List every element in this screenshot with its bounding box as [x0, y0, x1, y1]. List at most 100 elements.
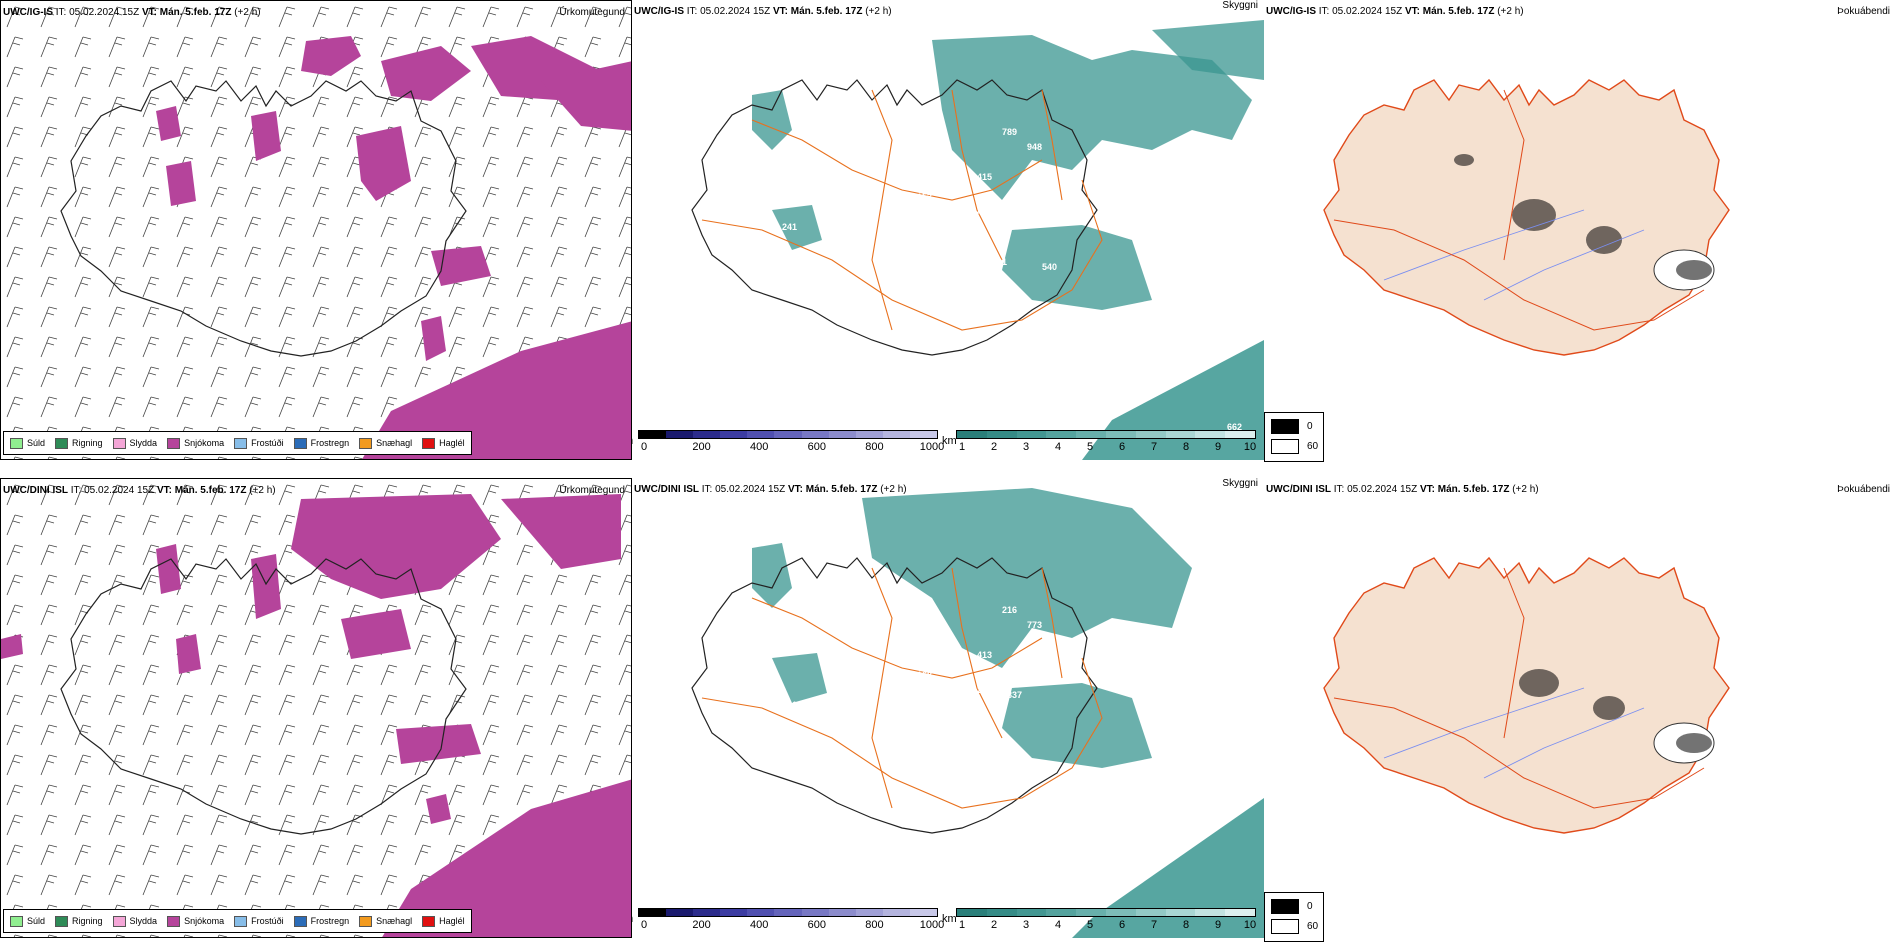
- legend-item: Slydda: [112, 437, 157, 449]
- legend-swatch: [234, 437, 248, 449]
- colorbar-swatch: [828, 431, 856, 438]
- vt-label: VT:: [1419, 484, 1435, 495]
- colorbar-tick-label: 4: [1054, 919, 1062, 931]
- colorbar-tick-label: 6: [1118, 441, 1126, 453]
- elevation-label: 38: [1007, 212, 1017, 222]
- fog-swatch-bottom: [1271, 439, 1299, 454]
- model-name: UWC/DINI ISL: [1266, 484, 1331, 495]
- panel-title: Skyggni: [1222, 478, 1258, 489]
- legend-swatch: [234, 915, 248, 927]
- legend-label: Frostúði: [251, 438, 284, 448]
- legend-swatch: [10, 915, 23, 927]
- vt-value: Mán. 5.feb. 17Z: [1437, 484, 1510, 495]
- it-value: 05.02.2024 15Z: [1332, 6, 1403, 17]
- colorbar-swatch: [1016, 431, 1047, 438]
- colorbar-tick-label: 200: [692, 441, 711, 453]
- fog-panel-row2: UWC/DINI ISL IT: 05.02.2024 15Z VT: Mán.…: [1264, 478, 1896, 938]
- legend-label: Frostregn: [310, 438, 350, 448]
- colorbar-tick-label: 800: [865, 919, 884, 931]
- colorbar-tick-label: 8: [1182, 441, 1190, 453]
- elevation-label: 540: [1042, 262, 1057, 272]
- lead-time: (+2 h): [880, 484, 907, 495]
- colorbar-tick-label: 600: [807, 441, 826, 453]
- legend-swatch: [55, 437, 69, 449]
- fog-swatch-top: [1271, 899, 1299, 914]
- colorbar-swatch: [1076, 431, 1106, 438]
- visibility-colorbar: 1 2 3 4 5 6 7 8 9 10 km: [942, 430, 1256, 454]
- model-name: UWC/IG-IS: [3, 7, 53, 18]
- elevation-label: 789: [1002, 127, 1017, 137]
- legend-item: Súld: [10, 915, 45, 927]
- fog-panel-row1: UWC/IG-IS IT: 05.02.2024 15Z VT: Mán. 5.…: [1264, 0, 1896, 460]
- colorbar-swatch: [693, 431, 721, 438]
- elevation-label: 202: [902, 237, 917, 247]
- visibility-colorbar: 1 2 3 4 5 6 7 8 9 10 km: [942, 908, 1256, 932]
- colorbar-swatch: [774, 431, 802, 438]
- panel-header: UWC/IG-IS IT: 05.02.2024 15Z VT: Mán. 5.…: [3, 7, 627, 21]
- colorbar-swatch: [747, 909, 775, 916]
- precip-type-legend: Súld Rigning Slydda Snjókoma Frostúði Frostre…: [3, 431, 472, 455]
- colorbar-swatch: [1165, 431, 1196, 438]
- colorbar-unit: km: [942, 435, 957, 447]
- colorbar-tick-label: 3: [1022, 919, 1030, 931]
- legend-item: Slydda: [112, 915, 157, 927]
- legend-label: Snjókoma: [184, 438, 225, 448]
- legend-label: Haglél: [439, 438, 465, 448]
- colorbar-swatch: [882, 909, 910, 916]
- snow-areas: [156, 36, 631, 459]
- it-value: 05.02.2024 15Z: [84, 485, 155, 496]
- colorbar-tick-label: 3: [1022, 441, 1030, 453]
- colorbar-swatch: [909, 909, 938, 916]
- colorbar-tick-label: 1: [958, 919, 966, 931]
- colorbar-tick-label: 5: [1086, 441, 1094, 453]
- colorbar-swatch: [801, 431, 829, 438]
- elevation-label: 645: [902, 590, 917, 600]
- fog-map-row1: [1323, 79, 1730, 356]
- colorbar-swatch: [1135, 431, 1166, 438]
- legend-item: Snæhagl: [359, 437, 412, 449]
- legend-item: Frostúði: [234, 437, 284, 449]
- colorbar-tick-label: 1000: [919, 919, 945, 931]
- elevation-label: 484: [847, 695, 862, 705]
- fog-value-bottom: 60: [1307, 441, 1319, 452]
- model-name: UWC/DINI ISL: [634, 484, 699, 495]
- it-label: IT:: [1333, 484, 1345, 495]
- colorbar-swatch: [639, 909, 667, 916]
- legend-swatch: [422, 437, 436, 449]
- fog-legend-row1: 0 60: [1264, 412, 1324, 462]
- it-value: 05.02.2024 15Z: [69, 7, 140, 18]
- fog-value-bottom: 60: [1307, 921, 1319, 932]
- elevation-label: 884: [902, 112, 917, 122]
- vt-label: VT:: [156, 485, 172, 496]
- legend-item: Rigning: [55, 915, 103, 927]
- model-name: UWC/DINI ISL: [3, 485, 68, 496]
- colorbar-swatch: [1165, 909, 1196, 916]
- colorbar-tick-label: 800: [865, 441, 884, 453]
- colorbar-unit: m: [632, 913, 633, 925]
- legend-swatch: [359, 915, 373, 927]
- fog-map-row2: [1323, 557, 1730, 834]
- legend-label: Súld: [27, 438, 46, 448]
- legend-item: Frostúði: [234, 915, 284, 927]
- colorbar-tick-label: 2: [990, 441, 998, 453]
- model-name: UWC/IG-IS: [634, 6, 684, 17]
- lead-time: (+2 h): [234, 7, 261, 18]
- elevation-label: 773: [1027, 620, 1042, 630]
- colorbar-swatch: [986, 909, 1017, 916]
- colorbar-swatch: [957, 909, 987, 916]
- precip-type-panel-row1: UWC/IG-IS IT: 05.02.2024 15Z VT: Mán. 5.…: [0, 0, 632, 460]
- elevation-label: 494: [977, 207, 992, 217]
- precip-type-map-row1: [1, 1, 631, 459]
- legend-swatch: [422, 915, 436, 927]
- colorbar-swatch: [747, 431, 775, 438]
- colorbar-swatch: [774, 909, 802, 916]
- colorbar-swatches: [638, 430, 938, 439]
- panel-title: Úrkomutegund: [559, 485, 625, 496]
- colorbar-tick-label: 9: [1214, 919, 1222, 931]
- legend-item: Frostregn: [293, 915, 349, 927]
- legend-label: Snjókoma: [184, 916, 225, 926]
- fog-value-top: 0: [1307, 901, 1313, 912]
- precip-type-map-row2: [1, 479, 631, 937]
- fog-legend-row2: 0 60: [1264, 892, 1324, 942]
